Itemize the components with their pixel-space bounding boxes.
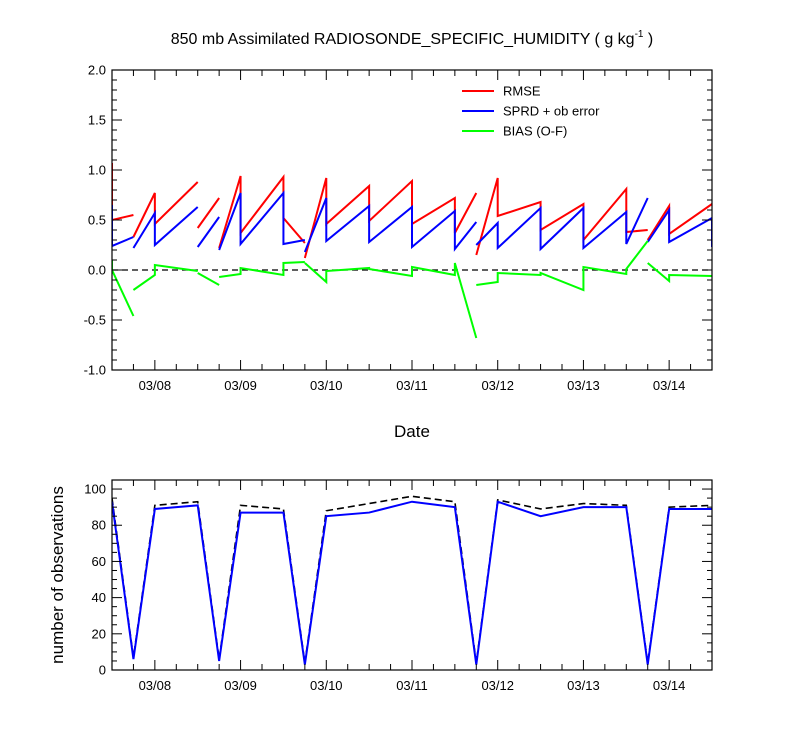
x-tick-label: 03/11 [396, 678, 428, 693]
x-tick-label: 03/09 [224, 678, 257, 693]
x-tick-label: 03/11 [396, 378, 428, 393]
chart-title: 850 mb Assimilated RADIOSONDE_SPECIFIC_H… [171, 29, 654, 48]
x-axis-title: Date [394, 422, 430, 441]
y-tick-label: 0.5 [88, 213, 106, 228]
legend: RMSE SPRD + ob error BIAS (O-F) [462, 84, 600, 139]
series-line-sprd-ob-error [112, 190, 712, 253]
chart-title-main: 850 mb Assimilated RADIOSONDE_SPECIFIC_H… [171, 31, 635, 48]
x-tick-label: 03/08 [139, 678, 172, 693]
bottom-series-group [112, 495, 712, 665]
series-line-series-1 [112, 500, 712, 665]
y-tick-label: 0 [99, 663, 106, 678]
x-tick-label: 03/09 [224, 378, 257, 393]
x-tick-label: 03/13 [567, 378, 600, 393]
y-tick-label: -0.5 [84, 313, 106, 328]
y-tick-label: 2.0 [88, 63, 106, 78]
x-tick-label: 03/10 [310, 378, 343, 393]
y-tick-label: -1.0 [84, 363, 106, 378]
y-tick-label: 60 [92, 554, 106, 569]
chart-title-end: ) [643, 31, 653, 48]
top-plot-frame [111, 69, 713, 371]
chart-title-superscript: -1 [635, 29, 644, 40]
top-series-group [112, 163, 712, 339]
x-tick-label: 03/13 [567, 678, 600, 693]
legend-label: SPRD + ob error [503, 104, 600, 119]
bottom-axis-labels: 0 20 40 60 80 100 03/08 03/09 03/10 03/11 03/12 03/… [84, 482, 685, 693]
legend-label: RMSE [503, 84, 541, 99]
y-tick-label: 80 [92, 518, 106, 533]
y-tick-label: 40 [92, 590, 106, 605]
top-axis-labels: -1.0 -0.5 0.0 0.5 1.0 1.5 2.0 03/08 03/09 03/10 03… [84, 63, 686, 394]
y-tick-label: 20 [92, 626, 106, 641]
y-tick-label: 100 [84, 482, 106, 497]
x-tick-label: 03/14 [653, 678, 686, 693]
y-tick-label: 1.0 [88, 163, 106, 178]
x-tick-label: 03/08 [139, 378, 172, 393]
top-plot-panel: -1.0 -0.5 0.0 0.5 1.0 1.5 2.0 03/08 03/09 03/10 03… [84, 63, 713, 441]
bottom-axis-ticks [111, 480, 713, 671]
x-tick-label: 03/14 [653, 378, 686, 393]
x-tick-label: 03/12 [481, 378, 514, 393]
x-tick-label: 03/10 [310, 678, 343, 693]
bottom-plot-frame [111, 479, 713, 671]
y-tick-label: 0.0 [88, 263, 106, 278]
x-tick-label: 03/12 [481, 678, 514, 693]
series-line-bias-o-f [112, 240, 712, 339]
y-tick-label: 1.5 [88, 113, 106, 128]
bottom-plot-panel: 0 20 40 60 80 100 03/08 03/09 03/10 03/11 03/12 03/… [48, 479, 713, 693]
series-line-rmse [112, 163, 712, 259]
legend-label: BIAS (O-F) [503, 124, 567, 139]
series-line-series-0 [112, 495, 712, 663]
y-axis-title-observations: number of observations [48, 486, 67, 664]
